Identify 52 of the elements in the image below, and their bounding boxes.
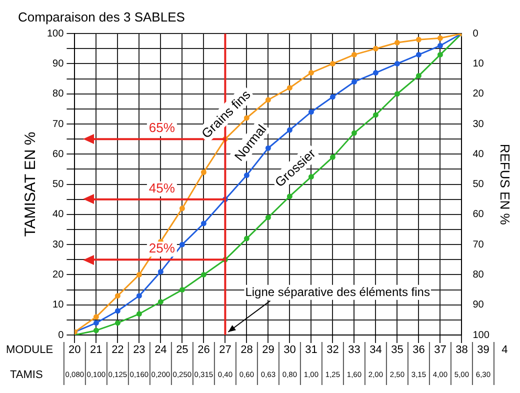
y-tick-label: 80	[52, 88, 64, 100]
x-tick-label: 28	[240, 344, 253, 356]
y-tick-label: 0	[58, 330, 64, 341]
y2-tick-label: 60	[472, 209, 484, 220]
y2-tick-label: 40	[472, 148, 484, 160]
x-tick-label: 36	[412, 344, 425, 356]
y2-tick-label: 90	[472, 300, 484, 311]
y2-axis-title: REFUS EN %	[498, 144, 513, 226]
x-tick-label: 35	[391, 344, 404, 356]
x-tick-label: 33	[348, 344, 360, 356]
y-tick-label: 100	[46, 28, 64, 40]
text: TAMIS	[10, 369, 43, 382]
y2-tick-label: 50	[472, 179, 484, 190]
y-tick-label: 90	[52, 58, 64, 70]
y2-tick-label: 80	[472, 269, 484, 280]
y2-tick-label: 30	[472, 118, 484, 130]
x-tick-label: 24	[154, 344, 167, 356]
x-tick-label: 27	[219, 344, 232, 356]
ref-line-label: Ligne séparative des éléments fins	[245, 285, 430, 300]
y2-tick-label: 0	[472, 28, 479, 40]
y-tick-label: 40	[52, 209, 64, 220]
y-axis-title: TAMISAT EN %	[22, 132, 40, 237]
x-tick-label: 20	[68, 344, 81, 356]
y-tick-label: 20	[52, 269, 64, 280]
x-tick-label: 29	[262, 344, 274, 356]
y2-tick-label: 20	[472, 88, 484, 100]
chart-title: Comparaison des 3 SABLES	[18, 9, 186, 24]
x-tick-label: 37	[434, 344, 446, 356]
x-tick-label: 38	[456, 344, 468, 356]
x-tick-label: 22	[112, 344, 124, 356]
ref-line-label: 25%	[148, 240, 176, 256]
y-tick-label: 30	[52, 239, 64, 250]
x-tick-label: 34	[370, 344, 382, 356]
y2-tick-label: 70	[472, 239, 484, 250]
x-tick-label: 39	[477, 344, 490, 356]
x-tick-label: 21	[90, 344, 102, 356]
x-tick-label: 25	[176, 344, 188, 356]
y2-tick-label: 10	[472, 58, 484, 70]
x-tick-label: 26	[198, 344, 210, 356]
y-tick-label: 70	[52, 118, 64, 130]
y2-tick-label: 100	[472, 330, 490, 341]
x-tick-label: 4	[502, 344, 508, 356]
ref-line-label: 65%	[148, 120, 176, 136]
y-tick-label: 10	[52, 300, 64, 311]
x-tick-label: 32	[326, 344, 339, 356]
x-tick-label: 30	[284, 344, 296, 356]
ref-line-label: 45%	[148, 180, 176, 196]
y-tick-label: 60	[52, 148, 64, 160]
x-tick-label: 23	[133, 344, 146, 356]
y-tick-label: 50	[52, 179, 64, 190]
x-axis-title: MODULE	[6, 344, 54, 356]
x-tick-label: 31	[305, 344, 318, 356]
